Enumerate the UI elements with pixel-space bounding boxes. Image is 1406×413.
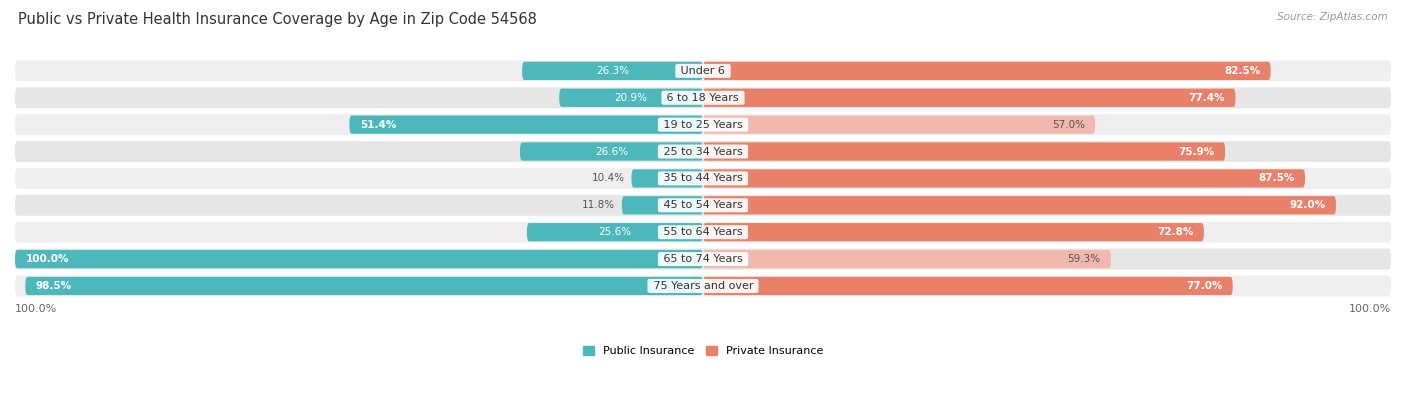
Text: 75.9%: 75.9% [1178,147,1215,157]
Text: 87.5%: 87.5% [1258,173,1295,183]
FancyBboxPatch shape [703,169,1305,188]
Text: 59.3%: 59.3% [1067,254,1101,264]
Text: Under 6: Under 6 [678,66,728,76]
FancyBboxPatch shape [621,196,703,214]
FancyBboxPatch shape [520,142,703,161]
FancyBboxPatch shape [703,62,1271,80]
Text: 10.4%: 10.4% [592,173,624,183]
Text: 25.6%: 25.6% [599,227,631,237]
FancyBboxPatch shape [703,277,1233,295]
FancyBboxPatch shape [15,87,1391,108]
Text: 77.0%: 77.0% [1185,281,1222,291]
Text: 98.5%: 98.5% [35,281,72,291]
Text: 100.0%: 100.0% [25,254,69,264]
FancyBboxPatch shape [15,114,1391,135]
Text: 75 Years and over: 75 Years and over [650,281,756,291]
Text: Source: ZipAtlas.com: Source: ZipAtlas.com [1277,12,1388,22]
FancyBboxPatch shape [15,60,1391,81]
FancyBboxPatch shape [703,89,1236,107]
FancyBboxPatch shape [703,223,1204,241]
FancyBboxPatch shape [703,196,1336,214]
Text: 19 to 25 Years: 19 to 25 Years [659,120,747,130]
FancyBboxPatch shape [15,250,703,268]
Text: 51.4%: 51.4% [360,120,396,130]
FancyBboxPatch shape [522,62,703,80]
Legend: Public Insurance, Private Insurance: Public Insurance, Private Insurance [579,341,827,361]
Text: 45 to 54 Years: 45 to 54 Years [659,200,747,210]
Text: Public vs Private Health Insurance Coverage by Age in Zip Code 54568: Public vs Private Health Insurance Cover… [18,12,537,27]
FancyBboxPatch shape [15,222,1391,243]
Text: 11.8%: 11.8% [582,200,614,210]
FancyBboxPatch shape [15,275,1391,297]
Text: 20.9%: 20.9% [614,93,648,103]
Text: 77.4%: 77.4% [1188,93,1225,103]
FancyBboxPatch shape [349,116,703,134]
FancyBboxPatch shape [15,168,1391,189]
FancyBboxPatch shape [631,169,703,188]
Text: 100.0%: 100.0% [1348,304,1391,314]
Text: 6 to 18 Years: 6 to 18 Years [664,93,742,103]
FancyBboxPatch shape [703,116,1095,134]
Text: 82.5%: 82.5% [1225,66,1260,76]
Text: 57.0%: 57.0% [1052,120,1085,130]
FancyBboxPatch shape [703,142,1225,161]
Text: 35 to 44 Years: 35 to 44 Years [659,173,747,183]
FancyBboxPatch shape [15,195,1391,216]
FancyBboxPatch shape [560,89,703,107]
FancyBboxPatch shape [25,277,703,295]
Text: 100.0%: 100.0% [15,304,58,314]
Text: 26.6%: 26.6% [595,147,628,157]
FancyBboxPatch shape [15,249,1391,270]
Text: 72.8%: 72.8% [1157,227,1194,237]
Text: 25 to 34 Years: 25 to 34 Years [659,147,747,157]
Text: 65 to 74 Years: 65 to 74 Years [659,254,747,264]
FancyBboxPatch shape [15,141,1391,162]
Text: 55 to 64 Years: 55 to 64 Years [659,227,747,237]
Text: 92.0%: 92.0% [1289,200,1326,210]
Text: 26.3%: 26.3% [596,66,628,76]
FancyBboxPatch shape [527,223,703,241]
FancyBboxPatch shape [703,250,1111,268]
